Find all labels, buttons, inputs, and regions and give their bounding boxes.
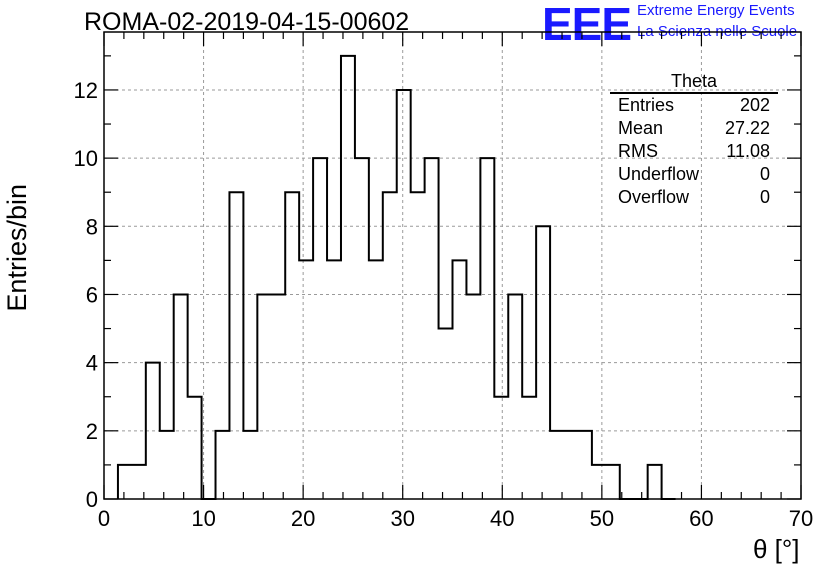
- x-tick-label: 40: [490, 506, 514, 531]
- stat-value: 0: [759, 164, 770, 184]
- histogram-bin: [229, 192, 243, 499]
- stat-value: 27.22: [724, 118, 770, 138]
- histogram-bin: [564, 431, 578, 499]
- stat-value: 202: [739, 95, 770, 115]
- y-tick-label: 2: [86, 419, 98, 444]
- histogram-bin: [160, 431, 174, 499]
- y-tick-label: 12: [74, 78, 98, 103]
- histogram-bin: [285, 192, 299, 499]
- x-axis-label: θ [°]: [753, 534, 800, 564]
- stat-label: RMS: [618, 141, 658, 161]
- y-tick-label: 4: [86, 351, 98, 376]
- histogram-bin: [369, 260, 383, 499]
- histogram-bin: [243, 431, 257, 499]
- histogram-bin: [466, 294, 480, 499]
- histogram-bin: [327, 260, 341, 499]
- stat-label: Entries: [618, 95, 675, 115]
- histogram-bin: [257, 294, 271, 499]
- histogram-bin: [188, 397, 202, 499]
- histogram-bin: [578, 431, 592, 499]
- histogram-bin: [425, 158, 439, 499]
- histogram-bin: [174, 294, 188, 499]
- histogram-bin: [480, 158, 494, 499]
- stat-label: Mean: [618, 118, 664, 138]
- stat-value: 11.08: [726, 141, 770, 161]
- histogram-bin: [313, 158, 327, 499]
- histogram-bin: [648, 465, 662, 499]
- stat-row-mean: Mean 27.22: [610, 117, 778, 140]
- x-tick-label: 60: [689, 506, 713, 531]
- stat-label: Overflow: [618, 187, 690, 207]
- stat-value: 0: [759, 187, 770, 207]
- histogram-bin: [453, 260, 467, 499]
- histogram-bin: [355, 158, 369, 499]
- histogram-bin: [439, 329, 453, 499]
- histogram-bin: [606, 465, 620, 499]
- x-tick-label: 0: [98, 506, 110, 531]
- histogram-bin: [494, 397, 508, 499]
- y-tick-label: 0: [86, 487, 98, 512]
- axis-tick-labels: 0 10 20 30 40 50 60 70 0 2 4 6 8 10 12: [74, 78, 814, 531]
- stat-row-entries: Entries 202: [610, 94, 778, 117]
- stat-row-overflow: Overflow 0: [610, 186, 778, 209]
- plot-frame: [103, 31, 802, 500]
- histogram-bin: [411, 192, 425, 499]
- histogram-bin: [522, 397, 536, 499]
- x-tick-label: 10: [191, 506, 215, 531]
- x-tick-label: 70: [789, 506, 813, 531]
- y-tick-label: 10: [74, 146, 98, 171]
- histogram-bin: [216, 431, 230, 499]
- histogram-bin: [299, 260, 313, 499]
- x-tick-label: 50: [590, 506, 614, 531]
- y-tick-label: 8: [86, 214, 98, 239]
- histogram-bin: [550, 431, 564, 499]
- stat-label: Underflow: [618, 164, 700, 184]
- histogram-bin: [118, 465, 132, 499]
- eee-logo: EEE: [542, 0, 632, 50]
- stats-title: Theta: [610, 70, 778, 94]
- x-tick-label: 20: [291, 506, 315, 531]
- stats-box: Theta Entries 202 Mean 27.22 RMS 11.08 U…: [610, 70, 778, 209]
- y-tick-label: 6: [86, 282, 98, 307]
- histogram-bin: [341, 56, 355, 499]
- stat-row-rms: RMS 11.08: [610, 140, 778, 163]
- x-tick-label: 30: [390, 506, 414, 531]
- histogram-bin: [592, 465, 606, 499]
- histogram-bins: [118, 56, 662, 499]
- histogram-bin: [508, 294, 522, 499]
- histogram-bin: [383, 192, 397, 499]
- eee-logo-line1: Extreme Energy Events: [637, 2, 795, 19]
- histogram-bin: [271, 294, 285, 499]
- y-axis-label: Entries/bin: [2, 184, 32, 312]
- stat-row-underflow: Underflow 0: [610, 163, 778, 186]
- histogram-step-line: [116, 54, 676, 500]
